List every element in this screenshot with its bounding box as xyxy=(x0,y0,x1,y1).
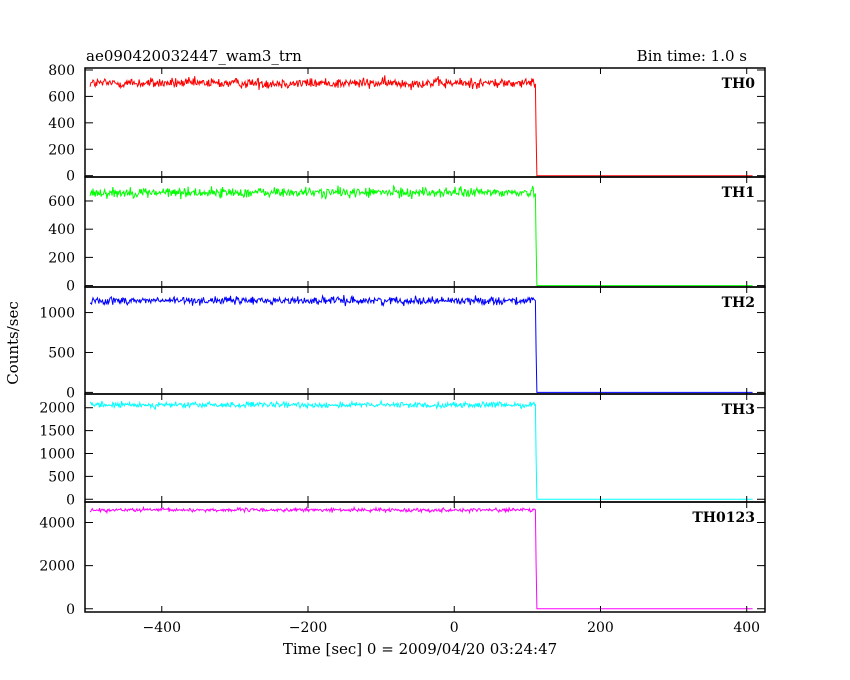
panel-label-th1: TH1 xyxy=(722,185,755,201)
y-tick-label: 2000 xyxy=(39,401,75,417)
bin-time-label: Bin time: 1.0 s xyxy=(637,47,747,65)
y-tick-label: 800 xyxy=(48,63,75,79)
y-tick-label: 1000 xyxy=(39,446,75,462)
panel-label-th0123: TH0123 xyxy=(692,510,755,526)
y-tick-label: 200 xyxy=(48,142,75,158)
y-tick-label: 0 xyxy=(66,602,75,618)
x-tick-label: −400 xyxy=(143,620,181,636)
y-tick-label: 1500 xyxy=(39,424,75,440)
y-tick-label: 0 xyxy=(66,279,75,295)
x-tick-label: 200 xyxy=(587,620,614,636)
y-tick-label: 0 xyxy=(66,385,75,401)
panel-label-th3: TH3 xyxy=(722,402,755,418)
y-tick-label: 200 xyxy=(48,250,75,266)
x-axis-label: Time [sec] 0 = 2009/04/20 03:24:47 xyxy=(283,640,557,658)
x-tick-label: 0 xyxy=(450,620,459,636)
panel-th3: 0 500 1000 1500 2000 TH3 xyxy=(39,393,766,508)
chart-title: ae090420032447_wam3_trn xyxy=(86,47,302,65)
panels-group: 0 200 400 600 800 TH0 0 200 400 600 TH1 0 500 1000 TH2… xyxy=(39,63,766,618)
y-tick-label: 600 xyxy=(48,89,75,105)
panel-th1: 0 200 400 600 TH1 xyxy=(48,176,766,295)
series-line-th0 xyxy=(89,75,753,177)
panel-th2: 0 500 1000 TH2 xyxy=(39,286,766,401)
panel-frame xyxy=(84,501,766,613)
panel-label-th2: TH2 xyxy=(722,295,755,311)
series-line-th3 xyxy=(89,399,753,500)
y-tick-label: 600 xyxy=(48,194,75,210)
y-tick-label: 400 xyxy=(48,116,75,132)
panel-th0: 0 200 400 600 800 TH0 xyxy=(48,63,766,185)
y-axis-label: Counts/sec xyxy=(4,301,22,385)
y-tick-label: 0 xyxy=(66,492,75,508)
x-tick-label: −200 xyxy=(289,620,327,636)
panel-label-th0: TH0 xyxy=(722,76,756,92)
y-tick-label: 1000 xyxy=(39,306,75,322)
y-tick-label: 400 xyxy=(48,222,75,238)
panel-frame xyxy=(84,393,766,503)
series-line-th2 xyxy=(89,294,753,393)
series-line-th0123 xyxy=(89,505,753,610)
y-tick-label: 0 xyxy=(66,169,75,185)
y-tick-label: 4000 xyxy=(39,515,75,531)
y-tick-label: 2000 xyxy=(39,559,75,575)
x-tick-label: 400 xyxy=(733,620,760,636)
y-tick-label: 500 xyxy=(48,345,75,361)
y-tick-label: 500 xyxy=(48,469,75,485)
series-line-th1 xyxy=(89,184,753,287)
x-axis: −400 −200 0 200 400 xyxy=(143,620,761,636)
panel-th0123: 0 2000 4000 TH0123 xyxy=(39,501,766,618)
